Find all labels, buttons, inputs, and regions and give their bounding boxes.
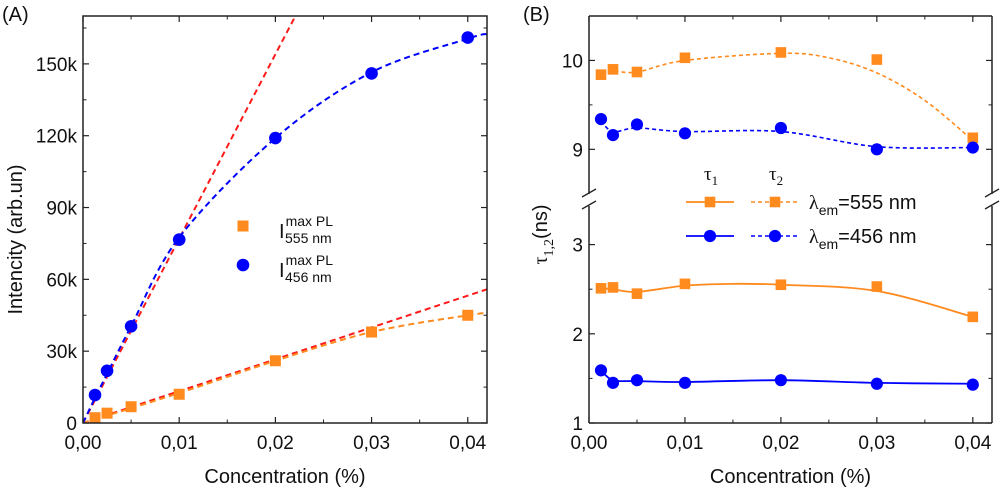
data-point	[630, 118, 644, 131]
data-point	[678, 127, 692, 140]
data-point	[595, 283, 607, 294]
axis-break-mark	[984, 200, 1000, 210]
data-point	[461, 31, 475, 44]
plot-area	[594, 47, 979, 391]
panel-b-lifetime-chart: 0,00 0,01 0,02 0,03 0,04 1 2 3 9 10 τ1 τ2 λem=555 nm…	[523, 4, 1000, 488]
data-point	[101, 407, 113, 419]
legend-marker	[768, 229, 782, 243]
data-point	[125, 401, 137, 413]
y-tick-label: 2	[572, 325, 583, 346]
data-point	[870, 377, 883, 390]
x-tick-label: 0,00	[65, 433, 102, 454]
data-point	[678, 376, 692, 389]
data-point	[594, 364, 608, 377]
x-tick-label: 0,01	[666, 433, 703, 454]
fit-curve	[83, 32, 487, 423]
y-tick-label: 120k	[36, 127, 78, 148]
x-tick-label: 0,04	[954, 433, 991, 454]
data-point	[966, 141, 979, 154]
data-point	[595, 69, 607, 80]
axis-break-mark	[581, 188, 597, 198]
x-tick-label: 0,00	[571, 433, 608, 454]
data-point	[606, 129, 620, 142]
legend-marker	[769, 196, 781, 208]
data-point	[966, 378, 979, 391]
data-point	[774, 121, 788, 135]
axis-break-mark	[984, 188, 1000, 198]
fit-curve	[600, 52, 974, 142]
y-tick-label: 90k	[46, 199, 77, 220]
data-point	[775, 279, 787, 291]
fit-curve	[600, 120, 973, 149]
legend-marker	[704, 196, 716, 208]
panel-label: (A)	[2, 4, 29, 26]
data-point	[679, 52, 691, 64]
data-point	[462, 309, 474, 321]
data-point	[607, 64, 619, 75]
legend-marker	[703, 229, 717, 243]
data-point	[630, 374, 644, 387]
y-tick-label: 10	[562, 51, 583, 72]
data-point	[679, 278, 691, 290]
data-point	[871, 281, 883, 292]
data-point	[269, 131, 282, 145]
fit-curve	[83, 312, 487, 423]
data-point	[607, 282, 619, 293]
data-point	[100, 364, 114, 378]
axis-break-mark	[581, 200, 597, 210]
x-tick-label: 0,02	[762, 433, 799, 454]
data-point	[967, 132, 979, 144]
y-tick-label: 0	[66, 414, 77, 435]
plot-area	[83, 16, 487, 423]
linear-fit-line	[83, 16, 297, 423]
data-point	[631, 66, 643, 78]
x-tick-label: 0,01	[161, 433, 198, 454]
linear-fit-line	[83, 288, 487, 423]
y-tick-label: 30k	[46, 342, 77, 363]
x-tick-label: 0,02	[257, 433, 294, 454]
data-point	[967, 311, 979, 323]
data-point	[774, 374, 788, 387]
data-point	[870, 143, 883, 156]
legend-label: Imax PL 456 nm	[279, 252, 333, 285]
x-tick-label: 0,03	[353, 433, 390, 454]
data-point	[365, 67, 378, 80]
data-point	[871, 54, 883, 65]
data-point	[594, 113, 608, 126]
panel-label: (B)	[523, 4, 550, 26]
x-axis-label: Concentration (%)	[710, 466, 871, 488]
data-point	[88, 388, 102, 402]
data-point	[631, 288, 643, 299]
data-point	[172, 233, 186, 246]
x-tick-label: 0,04	[449, 433, 486, 454]
legend-label: λem=456 nm	[809, 226, 917, 252]
legend-header-tau2: τ2	[769, 164, 783, 188]
y-tick-label: 1	[572, 414, 583, 435]
data-point	[173, 388, 185, 400]
fit-curve	[600, 369, 973, 385]
x-axis-label: Concentration (%)	[204, 466, 365, 488]
plot-frame	[82, 15, 488, 424]
legend-header-tau1: τ1	[704, 164, 718, 188]
y-tick-label: 60k	[46, 270, 77, 291]
data-point	[366, 326, 378, 338]
y-tick-label: 150k	[36, 55, 78, 76]
legend-label: λem=555 nm	[809, 192, 917, 218]
y-axis-label: τ1,2(ns)	[530, 205, 557, 265]
data-point	[606, 376, 620, 389]
y-tick-label: 9	[572, 140, 583, 161]
legend-marker	[236, 258, 250, 272]
x-tick-label: 0,03	[858, 433, 895, 454]
legend-label: Imax PL 555 nm	[279, 213, 333, 246]
fit-curve	[600, 282, 974, 318]
data-point	[269, 355, 281, 367]
data-point	[124, 319, 138, 333]
panel-a-intensity-chart: 0,00 0,01 0,02 0,03 0,04 0 30k 60k 90k 120k 150k Im…	[2, 4, 488, 488]
legend-marker	[237, 220, 249, 232]
y-axis-label: Intencity (arb.un)	[5, 164, 27, 314]
y-tick-label: 3	[572, 236, 583, 257]
data-point	[89, 412, 101, 423]
data-point	[775, 47, 787, 58]
